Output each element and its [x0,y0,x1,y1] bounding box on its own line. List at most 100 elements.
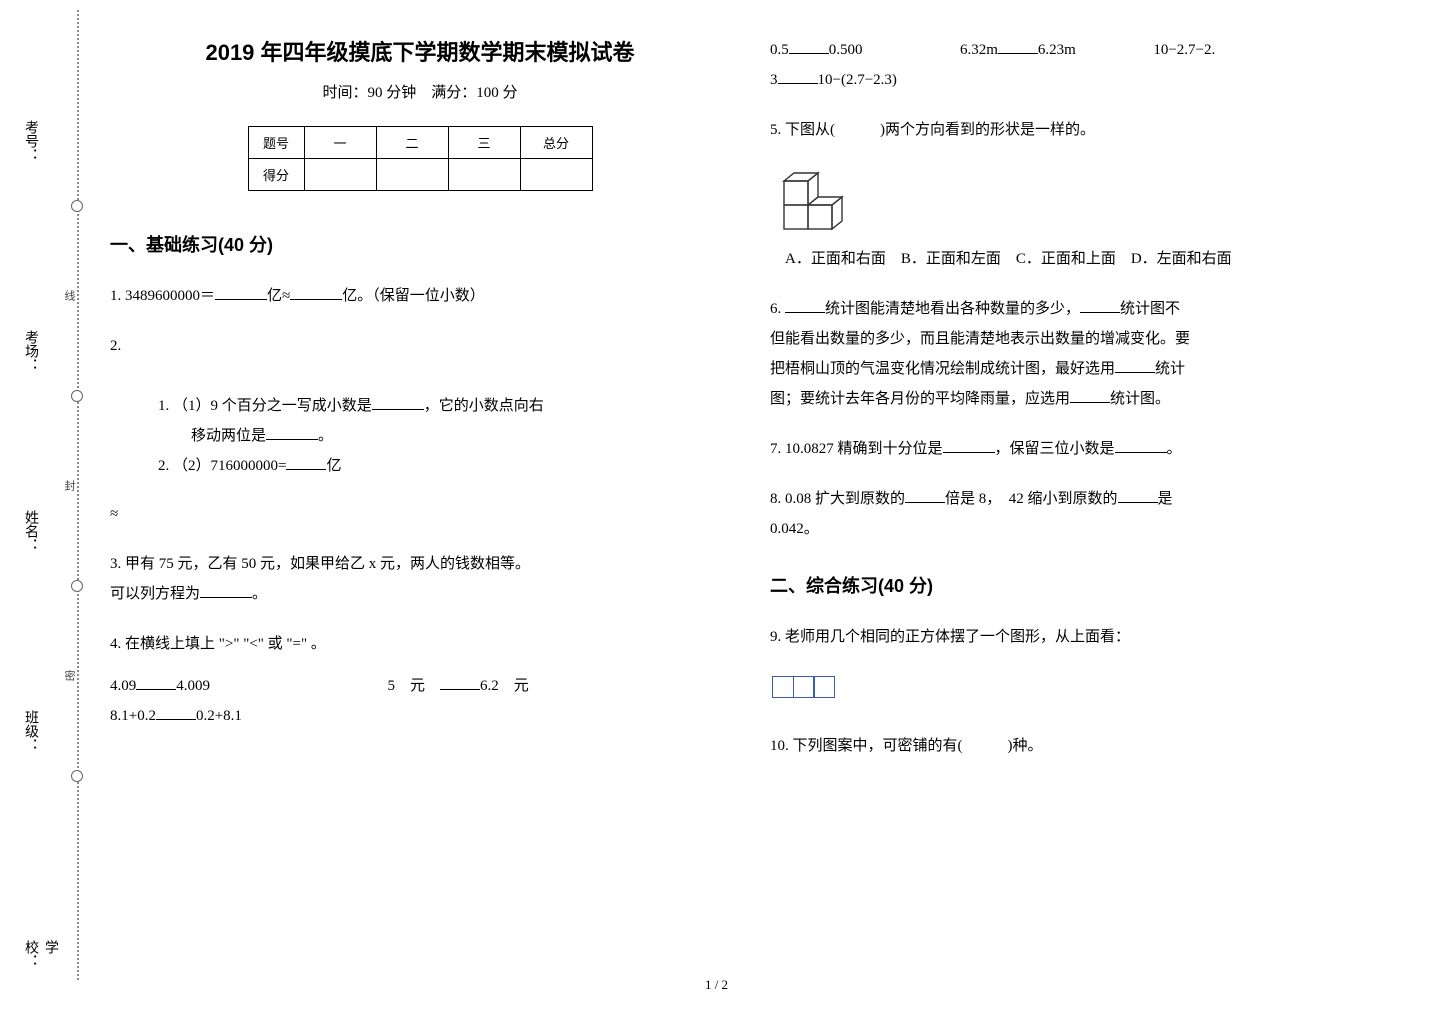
blank [998,39,1038,54]
score-th-total: 总分 [520,127,592,159]
q4l1d: 6.2 元 [480,678,529,694]
q7b: ，保留三位小数是 [995,441,1115,457]
q3a: 3. 甲有 75 元，乙有 50 元，如果甲给乙 x 元，两人的钱数相等。 [110,556,530,572]
left-column: 2019 年四年级摸底下学期数学期末模拟试卷 时间：90 分钟 满分：100 分… [110,35,730,781]
question-8: 8. 0.08 扩大到原数的倍是 8， 42 缩小到原数的是 0.042。 [770,484,1390,544]
question-4-right: 0.50.500 6.32m6.23m 10−2.7−2. 310−(2.7−2… [770,35,1390,95]
blank [372,395,424,410]
score-td-label: 得分 [248,159,304,191]
seal-label-secret: 密 [61,670,77,687]
right-column: 0.50.500 6.32m6.23m 10−2.7−2. 310−(2.7−2… [770,35,1390,781]
blank [266,425,318,440]
q4l2b: 0.2+8.1 [196,708,242,724]
q4r1a: 0.5 [770,42,789,58]
q8b: 倍是 8， 42 缩小到原数的 [945,491,1118,507]
q4r1c: 6.32m [960,42,998,58]
q2-1a: 1. （1）9 个百分之一写成小数是 [158,398,372,414]
q2-1b: ，它的小数点向右 [424,398,544,414]
question-9: 9. 老师用几个相同的正方体摆了一个图形，从上面看： [770,622,1390,652]
top-view-boxes [772,676,834,703]
q4l1a: 4.09 [110,678,136,694]
question-5: 5. 下图从( )两个方向看到的形状是一样的。 [770,115,1390,145]
blank [200,583,252,598]
score-cell [520,159,592,191]
blank [905,488,945,503]
q2-1d: 。 [318,428,333,444]
question-7: 7. 10.0827 精确到十分位是，保留三位小数是。 [770,434,1390,464]
q4r1b: 0.500 [829,42,863,58]
q4r1d: 6.23m [1038,42,1076,58]
exam-subtitle: 时间：90 分钟 满分：100 分 [110,81,730,102]
binding-circle [71,580,83,592]
seal-label-seal: 封 [61,480,77,497]
q6b: 统计图能清楚地看出各种数量的多少， [825,301,1080,317]
binding-label-school: 学校： [20,940,60,980]
blank [943,438,995,453]
blank [1118,488,1158,503]
q1-text-b: 亿≈ [267,288,290,304]
score-th-2: 二 [376,127,448,159]
binding-label-name: 姓名： [20,510,40,552]
q4r1e: 10−2.7−2. [1153,42,1215,58]
score-table-score-row: 得分 [248,159,592,191]
score-th-3: 三 [448,127,520,159]
seal-label-line: 线 [61,290,77,307]
page-footer: 1 / 2 [0,977,1433,993]
blank [778,69,818,84]
question-6: 6. 统计图能清楚地看出各种数量的多少， 统计图不 但能看出数量的多少，而且能清楚… [770,294,1390,414]
blank [789,39,829,54]
blank [215,285,267,300]
q6f: 统计 [1155,361,1185,377]
score-table: 题号 一 二 三 总分 得分 [248,126,593,191]
cube-figure [778,171,848,235]
blank [1115,438,1167,453]
q2-2b: 亿 [326,458,341,474]
q7a: 7. 10.0827 精确到十分位是 [770,441,943,457]
q8d: 0.042。 [770,521,819,537]
score-cell [376,159,448,191]
blank [1115,358,1155,373]
q6d: 但能看出数量的多少，而且能清楚地表示出数量的增减变化。要 [770,331,1190,347]
exam-page: 考号： 线 考场： 封 姓名： 密 班级： 学校： 2019 年四年级摸底下学期… [0,0,1433,1011]
score-th-label: 题号 [248,127,304,159]
blank [156,705,196,720]
q2-sub1: 1. （1）9 个百分之一写成小数是 ，它的小数点向右 移动两位是 。 [158,391,730,451]
q2-sub2: 2. （2）716000000=亿 [158,451,730,481]
q4r2b: 10−(2.7−2.3) [818,72,897,88]
q6h: 统计图。 [1110,391,1170,407]
q8a: 8. 0.08 扩大到原数的 [770,491,905,507]
blank [1080,298,1120,313]
score-th-1: 一 [304,127,376,159]
question-3: 3. 甲有 75 元，乙有 50 元，如果甲给乙 x 元，两人的钱数相等。 可以… [110,549,730,609]
binding-label-class: 班级： [20,710,40,752]
blank [286,455,326,470]
q1-text-a: 1. 3489600000＝ [110,288,215,304]
q2-approx: ≈ [110,499,730,529]
content-columns: 2019 年四年级摸底下学期数学期末模拟试卷 时间：90 分钟 满分：100 分… [110,35,1410,781]
q6g: 图；要统计去年各月份的平均降雨量，应选用 [770,391,1070,407]
question-1: 1. 3489600000＝亿≈亿。（保留一位小数） [110,281,730,311]
q4l2a: 8.1+0.2 [110,708,156,724]
question-4: 4. 在横线上填上 ">" "<" 或 "=" 。 [110,629,730,659]
binding-label-exam-number: 考号： [20,120,40,162]
binding-circle [71,770,83,782]
binding-circle [71,200,83,212]
q6e: 把梧桐山顶的气温变化情况绘制成统计图，最好选用 [770,361,1115,377]
binding-circle [71,390,83,402]
binding-strip: 考号： 线 考场： 封 姓名： 密 班级： 学校： [15,10,90,980]
q2-1c: 移动两位是 [191,428,266,444]
question-10: 10. 下列图案中，可密铺的有( )种。 [770,731,1390,761]
blank [290,285,342,300]
q4l1c: 5 元 [388,678,441,694]
q6c: 统计图不 [1120,301,1180,317]
blank [1070,388,1110,403]
question-2: 2. 1. （1）9 个百分之一写成小数是 ，它的小数点向右 移动两位是 。 2. … [110,331,730,529]
q2-label: 2. [110,331,730,361]
score-cell [304,159,376,191]
q3b: 可以列方程为 [110,586,200,602]
score-table-header-row: 题号 一 二 三 总分 [248,127,592,159]
blank [440,675,480,690]
q6a: 6. [770,301,785,317]
score-cell [448,159,520,191]
q3c: 。 [252,586,267,602]
